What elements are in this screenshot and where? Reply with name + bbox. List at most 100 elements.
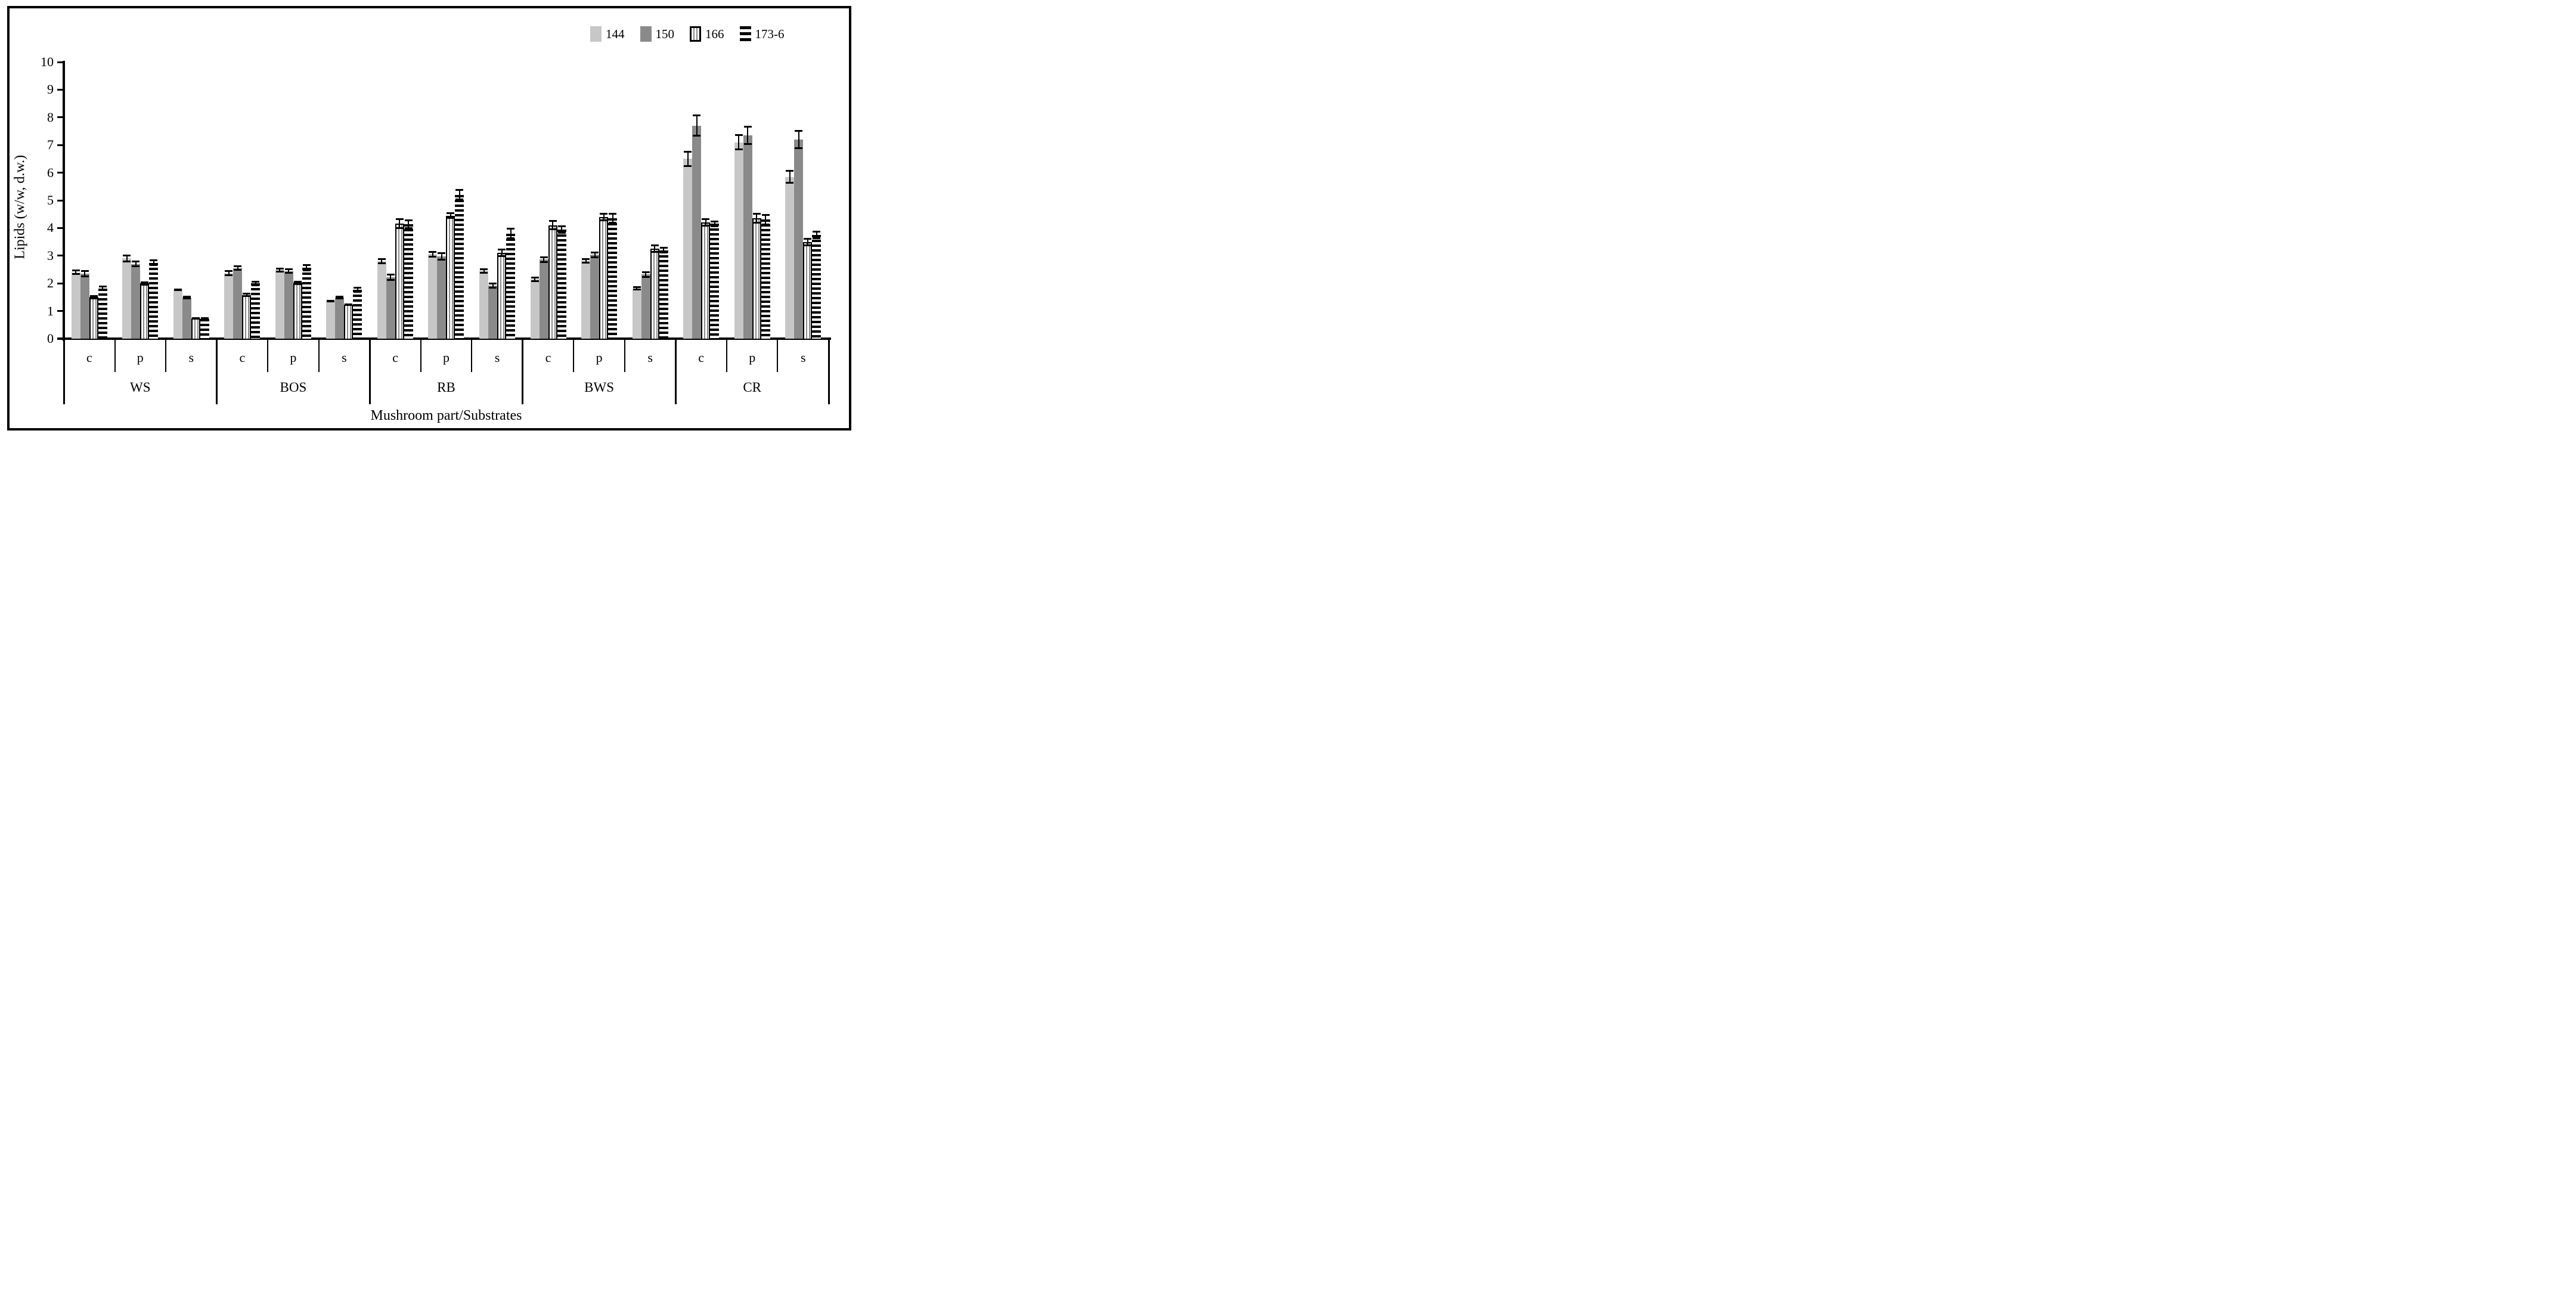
error-bar-cap-top [302, 264, 311, 267]
bar-RB-c-166 [395, 223, 404, 339]
bar-RB-s-144 [479, 271, 489, 339]
error-bar-line [663, 246, 665, 254]
bar-CR-c-166 [701, 222, 711, 339]
bar-group-cell-WS-p [115, 62, 166, 339]
error-bar-cap-bottom [540, 261, 548, 263]
error-bar-BWS-c-150 [540, 256, 548, 263]
error-bar-cap-bottom [650, 251, 659, 253]
error-bar-cap-bottom [345, 304, 353, 306]
bar-WS-s-173-6 [200, 318, 209, 339]
part-label-WS-c: c [86, 350, 92, 365]
error-bar-cap-bottom [702, 225, 710, 227]
legend-label-173-6: 173-6 [755, 26, 785, 41]
error-bar-cap-top [141, 281, 149, 283]
error-bar-WS-c-173-6 [98, 285, 107, 292]
error-bar-BOS-p-150 [284, 268, 293, 274]
y-axis-tick-label: 3 [47, 247, 54, 263]
error-bar-RB-s-144 [480, 268, 488, 274]
bar-BWS-c-173-6 [557, 229, 566, 339]
part-label-RB-c: c [392, 350, 398, 365]
error-bar-cap-bottom [386, 278, 395, 281]
bar-BWS-s-144 [632, 288, 641, 339]
bar-group-cell-BOS-c [217, 62, 268, 339]
error-bar-line [144, 281, 145, 286]
legend-swatch-144 [590, 26, 602, 42]
error-bar-BWS-c-173-6 [557, 225, 566, 234]
error-bar-cap-top [293, 280, 302, 283]
error-bar-line [228, 270, 230, 276]
error-bar-cap-bottom [327, 301, 335, 303]
error-bar-line [705, 218, 706, 227]
bar-WS-c-144 [71, 272, 80, 339]
bar-RB-c-150 [386, 277, 395, 339]
error-bar-cap-bottom [489, 286, 497, 289]
error-bar-WS-c-166 [89, 295, 98, 299]
bar-BWS-s-166 [650, 249, 659, 339]
error-bar-line [585, 258, 587, 264]
error-bar-BWS-p-150 [591, 251, 599, 258]
bar-RB-s-166 [497, 253, 507, 339]
error-bar-cap-bottom [293, 283, 302, 285]
error-bar-cap-bottom [173, 289, 182, 292]
error-bar-line [135, 261, 137, 268]
bar-CR-p-166 [752, 218, 761, 339]
error-bar-cap-top [650, 244, 659, 247]
error-bar-cap-top [404, 219, 413, 221]
error-bar-cap-bottom [813, 237, 821, 239]
error-bar-cap-bottom [633, 289, 641, 291]
error-bar-cap-top [80, 270, 89, 272]
bar-WS-s-144 [173, 289, 182, 339]
error-bar-cap-top [386, 274, 395, 276]
bar-WS-p-144 [122, 258, 132, 339]
error-bar-BOS-c-150 [234, 265, 242, 271]
bar-CR-c-144 [683, 159, 693, 339]
y-axis-tick [57, 337, 64, 340]
x-axis-line [57, 337, 831, 340]
error-bar-line [747, 125, 749, 145]
error-bar-line [408, 219, 410, 230]
part-label-BOS-p: p [290, 350, 297, 365]
error-bar-cap-top [89, 295, 98, 298]
y-axis-tick [57, 116, 64, 119]
bar-group-cell-WS-c [64, 62, 115, 339]
bar-BOS-p-173-6 [302, 268, 311, 339]
y-axis-tick-label: 9 [47, 82, 54, 97]
error-bar-cap-top [591, 251, 599, 253]
error-bar-cap-top [327, 299, 335, 302]
part-divider [420, 340, 421, 372]
y-axis-tick-label: 8 [47, 109, 54, 125]
error-bar-cap-bottom [182, 297, 191, 299]
error-bar-cap-bottom [693, 135, 701, 137]
error-bar-cap-bottom [200, 318, 209, 320]
legend-label-144: 144 [606, 26, 625, 41]
error-bar-line [654, 244, 656, 253]
part-divider [777, 340, 779, 372]
y-axis-tick [57, 144, 64, 146]
error-bar-cap-bottom [123, 261, 131, 263]
error-bar-cap-top [507, 228, 515, 230]
y-axis-tick-label: 7 [47, 137, 54, 153]
error-bar-cap-bottom [275, 270, 284, 272]
error-bar-line [816, 231, 817, 239]
error-bar-line [399, 218, 401, 230]
part-divider [267, 340, 269, 372]
legend-item-144: 144 [590, 26, 625, 42]
error-bar-RB-c-173-6 [404, 219, 413, 230]
error-bar-RB-p-150 [438, 252, 446, 261]
error-bar-WS-c-150 [80, 270, 89, 277]
bar-BWS-c-144 [530, 279, 540, 339]
bar-BOS-c-150 [233, 268, 243, 339]
error-bar-CR-s-166 [804, 237, 812, 246]
error-bar-cap-top [377, 258, 386, 261]
bar-CR-p-144 [734, 142, 743, 339]
error-bar-CR-c-144 [684, 150, 692, 168]
error-bar-WS-s-144 [173, 288, 182, 292]
bar-group-cell-CR-c [675, 62, 727, 339]
figure: 144 150 166 173-6 Lipids (w/w, d.w.) Mus… [0, 0, 858, 436]
error-bar-cap-top [243, 292, 251, 295]
part-divider [726, 340, 727, 372]
bar-WS-p-166 [140, 283, 150, 339]
part-divider [114, 340, 116, 372]
legend-label-166: 166 [705, 26, 724, 41]
error-bar-cap-top [633, 286, 641, 288]
